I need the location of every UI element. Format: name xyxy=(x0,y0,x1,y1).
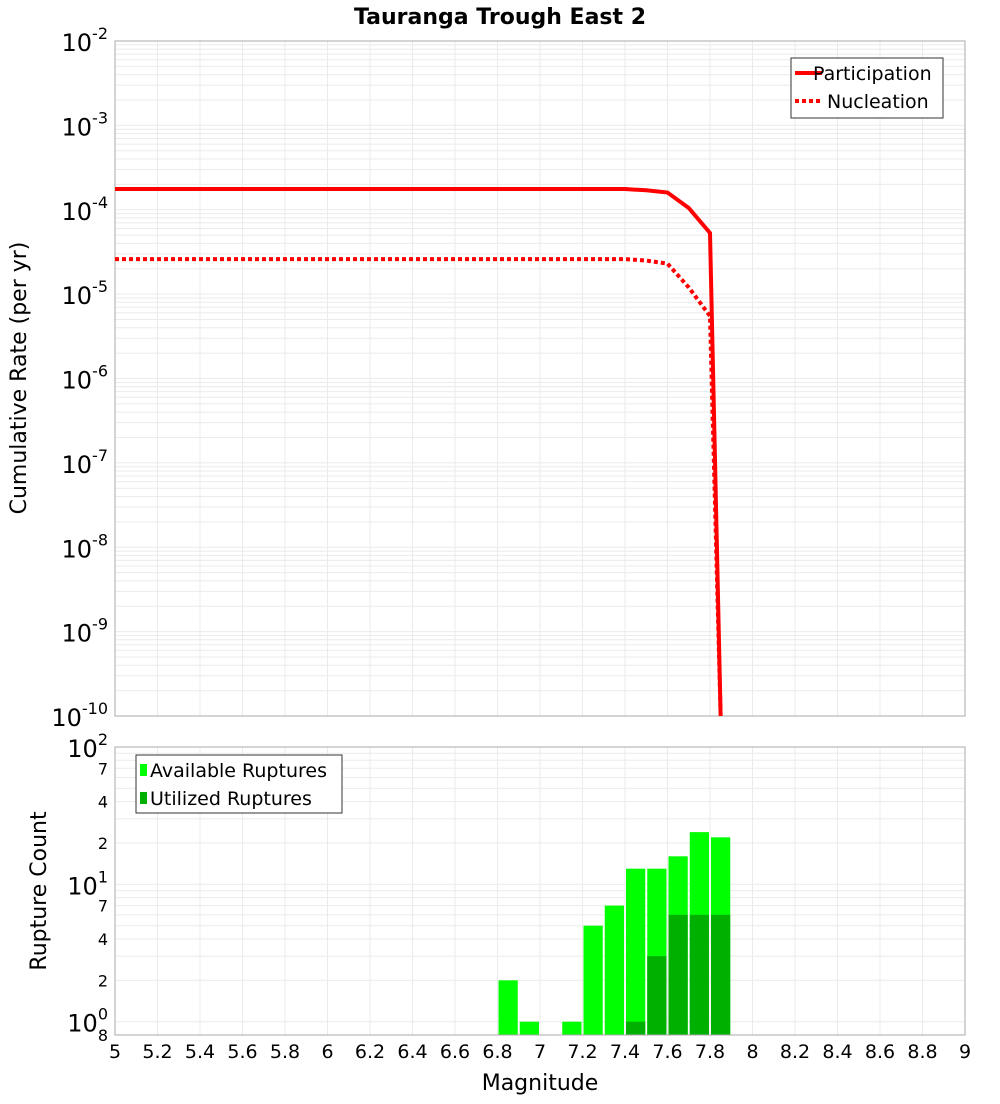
x-tick-label: 7.2 xyxy=(567,1041,597,1063)
y-tick-label: 10-6 xyxy=(62,362,109,395)
x-tick-label: 5.6 xyxy=(227,1041,257,1063)
y-tick-label: 7 xyxy=(98,759,108,778)
x-tick-label: 8.8 xyxy=(907,1041,937,1063)
x-axis-label: Magnitude xyxy=(482,1071,599,1096)
bar-available xyxy=(562,1021,582,1035)
x-tick-label: 7 xyxy=(534,1041,546,1063)
y-tick-label: 10-9 xyxy=(62,615,109,648)
legend-label: Nucleation xyxy=(827,91,929,113)
bottom-y-label: Rupture Count xyxy=(27,811,52,971)
bar-available xyxy=(583,925,603,1035)
plot-border xyxy=(114,40,966,717)
bar-available xyxy=(519,1021,539,1035)
y-tick-label: 100 xyxy=(67,1005,108,1038)
y-tick-label: 10-7 xyxy=(62,446,109,479)
y-tick-label: 8 xyxy=(98,1026,108,1045)
y-tick-label: 10-10 xyxy=(51,699,108,732)
x-tick-label: 8.2 xyxy=(780,1041,810,1063)
x-tick-label: 6 xyxy=(321,1041,333,1063)
y-tick-label: 10-8 xyxy=(62,530,109,563)
bar-utilized xyxy=(647,956,667,1035)
top-y-label: Cumulative Rate (per yr) xyxy=(7,242,32,515)
bar-available xyxy=(626,868,646,1035)
legend-swatch xyxy=(140,792,147,804)
x-tick-label: 7.6 xyxy=(652,1041,682,1063)
series-line-participation xyxy=(115,187,723,717)
bar-utilized xyxy=(668,914,688,1035)
bar-utilized xyxy=(711,914,731,1035)
plot-border xyxy=(114,746,966,1036)
x-tick-label: 7.4 xyxy=(610,1041,640,1063)
legend-label: Utilized Ruptures xyxy=(150,788,312,810)
legend xyxy=(790,57,944,119)
y-tick-label: 101 xyxy=(67,867,108,900)
y-tick-label: 10-3 xyxy=(62,108,109,141)
y-tick-label: 4 xyxy=(98,793,108,812)
y-tick-label: 2 xyxy=(98,834,108,853)
y-tick-label: 102 xyxy=(67,730,108,763)
bar-available xyxy=(604,905,624,1035)
y-tick-label: 10-5 xyxy=(62,277,109,310)
bar-utilized xyxy=(689,914,709,1035)
x-tick-label: 5.8 xyxy=(270,1041,300,1063)
x-tick-label: 6.4 xyxy=(397,1041,427,1063)
bar-available xyxy=(498,980,518,1035)
x-tick-label: 5.4 xyxy=(185,1041,215,1063)
legend xyxy=(135,754,343,814)
x-tick-label: 6.2 xyxy=(355,1041,385,1063)
x-tick-label: 6.8 xyxy=(482,1041,512,1063)
legend-swatch xyxy=(140,764,147,776)
x-tick-label: 7.8 xyxy=(695,1041,725,1063)
y-tick-label: 10-4 xyxy=(62,193,109,226)
bar-utilized xyxy=(626,1021,646,1035)
y-tick-label: 7 xyxy=(98,897,108,916)
x-tick-label: 9 xyxy=(959,1041,971,1063)
x-tick-label: 8.6 xyxy=(865,1041,895,1063)
legend-label: Participation xyxy=(813,63,932,85)
y-tick-label: 2 xyxy=(98,971,108,990)
x-tick-label: 5.2 xyxy=(142,1041,172,1063)
x-tick-label: 6.6 xyxy=(440,1041,470,1063)
y-tick-label: 10-2 xyxy=(62,24,109,57)
y-tick-label: 4 xyxy=(98,930,108,949)
chart-title: Tauranga Trough East 2 xyxy=(354,5,646,30)
x-tick-label: 5 xyxy=(109,1041,121,1063)
legend-label: Available Ruptures xyxy=(150,760,327,782)
x-tick-label: 8.4 xyxy=(822,1041,852,1063)
x-tick-label: 8 xyxy=(746,1041,758,1063)
